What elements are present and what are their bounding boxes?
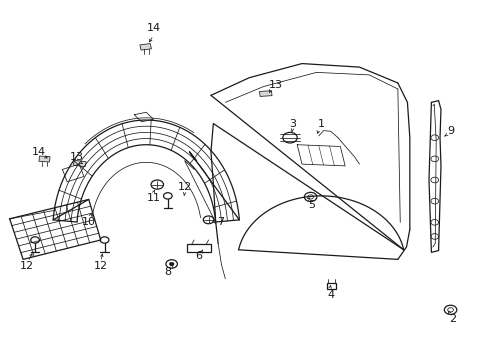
Polygon shape	[73, 160, 86, 167]
Text: 12: 12	[20, 261, 34, 271]
Text: 12: 12	[94, 261, 107, 271]
Text: 10: 10	[81, 217, 96, 227]
Text: 8: 8	[164, 267, 171, 277]
Text: 9: 9	[446, 126, 453, 136]
Text: 14: 14	[146, 23, 160, 33]
Text: 11: 11	[146, 193, 160, 203]
Text: 12: 12	[177, 182, 191, 192]
Text: 13: 13	[70, 152, 83, 162]
Text: 5: 5	[307, 200, 314, 210]
Text: 14: 14	[31, 147, 45, 157]
Polygon shape	[140, 44, 151, 50]
Text: 13: 13	[268, 80, 282, 90]
Circle shape	[169, 262, 174, 266]
Polygon shape	[39, 156, 50, 162]
Text: 1: 1	[317, 118, 324, 129]
Text: 2: 2	[448, 314, 456, 324]
Text: 6: 6	[195, 251, 202, 261]
Text: 3: 3	[288, 118, 295, 129]
Text: 4: 4	[326, 290, 334, 300]
Text: 7: 7	[217, 217, 224, 227]
Polygon shape	[259, 91, 271, 96]
